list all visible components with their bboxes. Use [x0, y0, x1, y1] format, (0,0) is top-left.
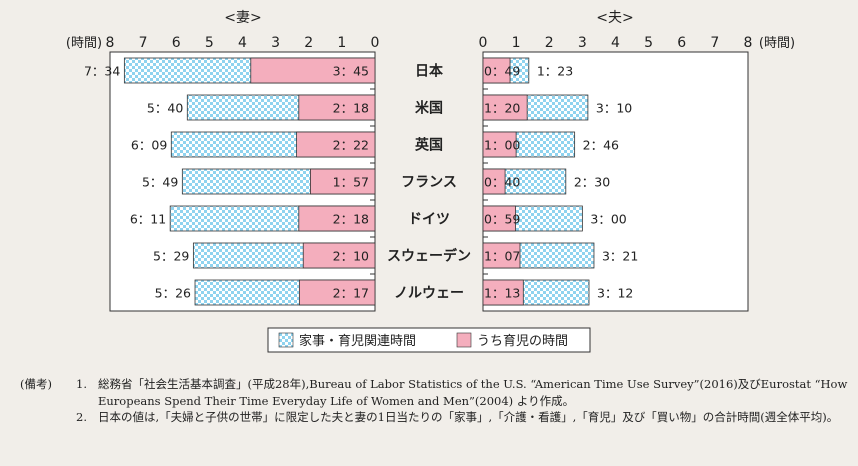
legend-swatch-total [278, 332, 294, 348]
legend-swatch-child [456, 332, 472, 348]
wife-tick-label: 5 [205, 35, 214, 51]
note-item-1: (備考) 1. 総務省「社会生活基本調査」(平成28年),Bureau of L… [20, 376, 850, 409]
wife-tick-label: 2 [304, 35, 313, 51]
husband-axis-unit: (時間) [759, 36, 795, 51]
husband-tick-label: 8 [744, 35, 753, 51]
legend: 家事・育児関連時間 うち育児の時間 [267, 327, 591, 353]
category-label: スウェーデン [387, 248, 471, 265]
husband-total-label: 3：21 [602, 249, 638, 264]
husband-child-label: 0：40 [484, 175, 520, 190]
husband-bar-child [482, 131, 517, 158]
wife-child-label: 2：18 [333, 212, 369, 227]
wife-child-label: 2：17 [333, 286, 369, 301]
wife-bar-child [298, 205, 376, 232]
category-label: ノルウェー [394, 286, 464, 302]
husband-total-label: 1：23 [537, 64, 573, 79]
husband-total-label: 2：46 [583, 138, 619, 153]
husband-child-label: 0：59 [484, 212, 520, 227]
husband-bar-child [482, 279, 524, 306]
note-number: 1. [76, 377, 87, 391]
wife-tick-label: 0 [371, 35, 380, 51]
husband-tick-label: 3 [578, 35, 587, 51]
wife-tick-label: 8 [106, 35, 115, 51]
note-item-2: 2. 日本の値は,「夫婦と子供の世帯」に限定した夫と妻の1日当たりの「家事」,「… [20, 409, 850, 426]
wife-total-label: 7：34 [84, 64, 120, 79]
wife-axis-unit: (時間) [66, 36, 102, 51]
wife-child-label: 2：22 [333, 138, 369, 153]
wife-total-label: 5：40 [147, 101, 183, 116]
wife-bar-child [302, 242, 376, 269]
husband-tick-label: 7 [710, 35, 719, 51]
husband-child-label: 1：20 [484, 101, 520, 116]
husband-total-label: 3：10 [596, 101, 632, 116]
wife-tick-label: 6 [172, 35, 181, 51]
notes-heading: (備考) [20, 377, 52, 391]
wife-child-label: 1：57 [333, 175, 369, 190]
husband-tick-label: 5 [644, 35, 653, 51]
husband-total-label: 2：30 [574, 175, 610, 190]
legend-box [267, 327, 591, 353]
category-label: フランス [401, 175, 457, 191]
wife-child-label: 3：45 [333, 64, 369, 79]
wife-tick-label: 4 [238, 35, 247, 51]
category-label: 米国 [415, 100, 443, 117]
wife-bar-child [298, 279, 376, 306]
husband-child-label: 1：07 [484, 249, 520, 264]
wife-bar-child [296, 131, 376, 158]
wife-bar-child [310, 168, 376, 195]
note-text: 日本の値は,「夫婦と子供の世帯」に限定した夫と妻の1日当たりの「家事」,「介護・… [98, 410, 839, 424]
husband-bar-child [482, 168, 506, 195]
note-text: 総務省「社会生活基本調査」(平成28年),Bureau of Labor Sta… [98, 377, 848, 408]
category-label: ドイツ [408, 212, 450, 228]
husband-panel-title: <夫> [596, 10, 633, 26]
husband-tick-label: 4 [611, 35, 620, 51]
wife-total-label: 6：09 [131, 138, 167, 153]
husband-tick-label: 6 [677, 35, 686, 51]
husband-tick-label: 2 [545, 35, 554, 51]
wife-panel-title: <妻> [224, 10, 261, 26]
note-number: 2. [76, 410, 87, 424]
husband-child-label: 1：00 [484, 138, 520, 153]
legend-label-total: 家事・育児関連時間 [299, 333, 416, 349]
wife-total-label: 5：26 [155, 286, 191, 301]
wife-total-label: 6：11 [130, 212, 166, 227]
wife-child-label: 2：18 [333, 101, 369, 116]
husband-bar-child [482, 94, 528, 121]
wife-child-label: 2：10 [333, 249, 369, 264]
husband-bar-child [482, 205, 516, 232]
legend-label-child: うち育児の時間 [477, 333, 568, 349]
wife-tick-label: 1 [337, 35, 346, 51]
husband-total-label: 3：12 [597, 286, 633, 301]
notes: (備考) 1. 総務省「社会生活基本調査」(平成28年),Bureau of L… [20, 376, 850, 426]
husband-tick-label: 0 [479, 35, 488, 51]
wife-bar-child [298, 94, 376, 121]
category-label: 英国 [414, 137, 443, 154]
category-label: 日本 [415, 63, 444, 80]
husband-child-label: 0：49 [484, 64, 520, 79]
husband-tick-label: 1 [512, 35, 521, 51]
chart: <妻> <夫> (時間) (時間) 8 7 6 5 4 3 2 1 0 0 1 2 3 4 5 6 7 8 日本米… [66, 10, 795, 353]
wife-total-label: 5：29 [153, 249, 189, 264]
husband-child-label: 1：13 [484, 286, 520, 301]
wife-bar-child [250, 57, 376, 84]
husband-bar-child [482, 242, 521, 269]
wife-tick-label: 7 [139, 35, 148, 51]
wife-total-label: 5：49 [142, 175, 178, 190]
husband-bar-child [482, 57, 511, 84]
wife-tick-label: 3 [271, 35, 280, 51]
husband-total-label: 3：00 [590, 212, 626, 227]
